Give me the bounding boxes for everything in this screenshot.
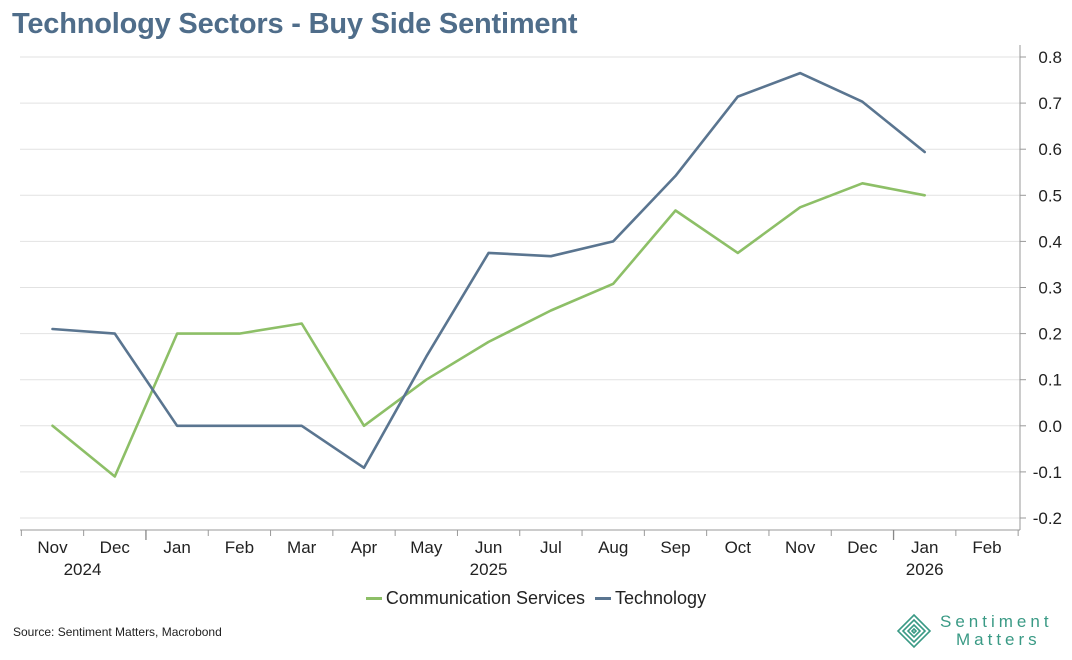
x-tick-label: Apr xyxy=(351,538,378,557)
x-tick-label: Oct xyxy=(725,538,752,557)
x-tick-label: Dec xyxy=(100,538,131,557)
brand-logo: Sentiment Matters xyxy=(896,613,1053,649)
x-tick-label: Nov xyxy=(785,538,816,557)
x-tick-label: Dec xyxy=(847,538,878,557)
x-tick-label: Nov xyxy=(37,538,68,557)
tick-labels: 0.8 0.7 0.6 0.5 0.4 0.3 0.2 0.1 0.0 -0.1 -0.2 Nov De… xyxy=(37,48,1062,579)
y-tick-label: -0.1 xyxy=(1033,463,1062,482)
x-tick-label: May xyxy=(410,538,443,557)
y-tick-label: 0.0 xyxy=(1038,417,1062,436)
x-year-label: 2025 xyxy=(470,560,508,579)
axes xyxy=(20,45,1026,540)
series-line-communication-services[interactable] xyxy=(51,182,927,478)
y-tick-label: 0.1 xyxy=(1038,371,1062,390)
legend-swatch xyxy=(595,597,611,600)
x-tick-label: Aug xyxy=(598,538,628,557)
x-tick-label: Feb xyxy=(225,538,254,557)
chart-title: Technology Sectors - Buy Side Sentiment xyxy=(12,8,578,40)
source-note: Source: Sentiment Matters, Macrobond xyxy=(13,625,222,639)
series-line-technology[interactable] xyxy=(51,71,927,470)
x-tick-label: Feb xyxy=(972,538,1001,557)
x-year-label: 2026 xyxy=(906,560,944,579)
y-tick-label: -0.2 xyxy=(1033,509,1062,528)
y-tick-label: 0.8 xyxy=(1038,48,1062,67)
legend-item-technology[interactable]: Technology xyxy=(595,588,706,609)
y-tick-label: 0.6 xyxy=(1038,140,1062,159)
y-tick-label: 0.7 xyxy=(1038,94,1062,113)
y-tick-label: 0.4 xyxy=(1038,232,1062,251)
x-tick-label: Jun xyxy=(475,538,502,557)
legend: Communication Services Technology xyxy=(0,588,1072,609)
y-tick-label: 0.5 xyxy=(1038,186,1062,205)
series-lines xyxy=(51,71,927,478)
x-tick-label: Jan xyxy=(163,538,190,557)
x-tick-label: Sep xyxy=(660,538,690,557)
legend-swatch xyxy=(365,597,382,600)
y-tick-label: 0.2 xyxy=(1038,325,1062,344)
legend-label: Communication Services xyxy=(385,588,585,608)
x-tick-label: Jan xyxy=(911,538,938,557)
line-chart: 0.8 0.7 0.6 0.5 0.4 0.3 0.2 0.1 0.0 -0.1 -0.2 Nov De… xyxy=(20,45,1062,579)
x-tick-label: Mar xyxy=(287,538,317,557)
y-tick-label: 0.3 xyxy=(1038,279,1062,298)
gridlines xyxy=(20,56,1020,519)
diamond-logo-icon xyxy=(896,613,932,649)
legend-item-communication-services[interactable]: Communication Services xyxy=(365,588,585,609)
x-tick-label: Jul xyxy=(540,538,562,557)
x-year-label: 2024 xyxy=(64,560,102,579)
legend-label: Technology xyxy=(615,588,707,608)
brand-line-2: Matters xyxy=(956,630,1041,649)
brand-line-1: Sentiment xyxy=(940,612,1053,631)
